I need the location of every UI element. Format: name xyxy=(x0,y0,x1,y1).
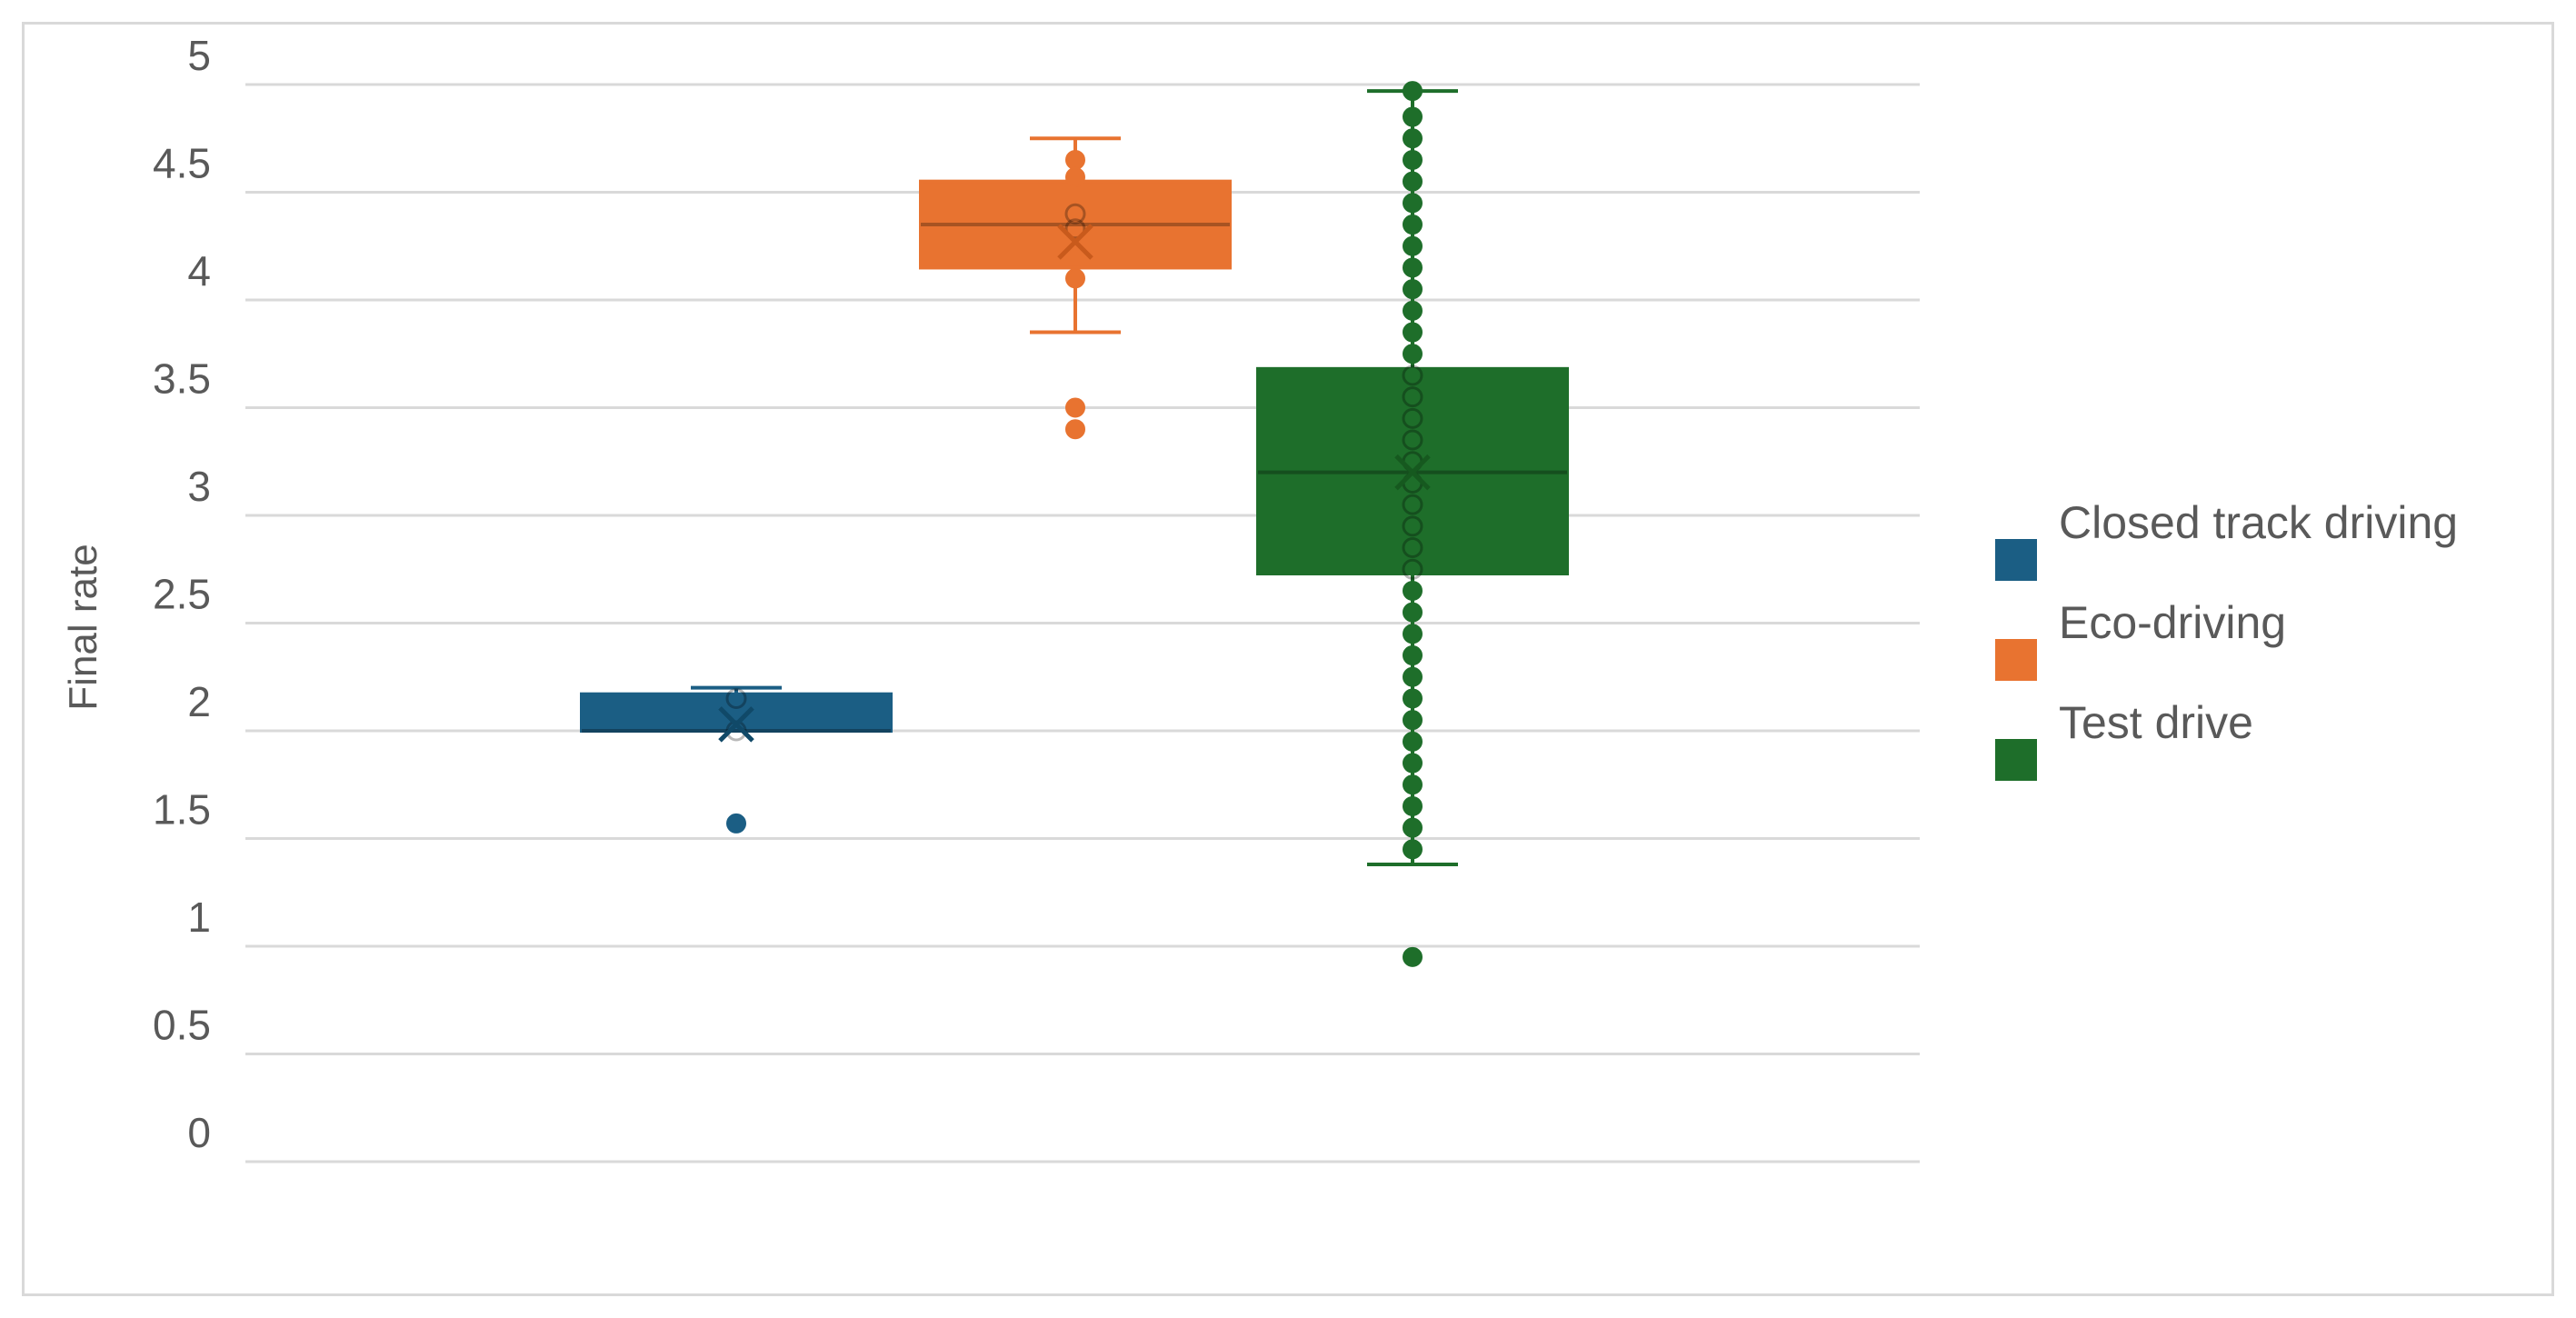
y-tick-label: 3.5 xyxy=(153,355,211,403)
y-tick-label: 4 xyxy=(187,247,211,295)
data-point xyxy=(1403,839,1423,860)
data-point xyxy=(1403,257,1423,278)
data-point xyxy=(1064,218,1086,240)
y-tick-label: 1 xyxy=(187,894,211,941)
y-axis-ticks: 0 0.5 1 1.5 2 2.5 3 3.5 4 4.5 5 xyxy=(153,32,211,1156)
data-point xyxy=(725,687,747,709)
data-point xyxy=(1403,731,1423,752)
legend-swatch xyxy=(1995,739,2037,781)
outlier-point xyxy=(1403,946,1423,967)
data-point xyxy=(1402,386,1423,408)
data-point xyxy=(1402,537,1423,559)
chart-frame xyxy=(22,22,2554,1296)
data-point xyxy=(1403,149,1423,170)
outlier-point xyxy=(726,813,746,834)
y-tick-label: 5 xyxy=(187,32,211,79)
legend-swatch xyxy=(1995,639,2037,681)
data-point xyxy=(1403,624,1423,644)
legend-item: Eco-driving xyxy=(1995,595,2541,695)
data-point xyxy=(1402,429,1423,451)
y-axis-title: Final rate xyxy=(61,544,105,710)
box-group xyxy=(580,685,893,834)
data-point xyxy=(1403,666,1423,687)
y-tick-label: 0 xyxy=(187,1109,211,1156)
data-point xyxy=(1403,300,1423,321)
data-point xyxy=(1403,795,1423,816)
y-tick-label: 0.5 xyxy=(153,1002,211,1049)
legend-item: Closed track driving xyxy=(1995,495,2541,595)
y-tick-label: 3 xyxy=(187,463,211,510)
legend-swatch xyxy=(1995,539,2037,581)
legend-label: Eco-driving xyxy=(2059,597,2287,648)
data-point xyxy=(1065,268,1085,289)
data-point xyxy=(1402,515,1423,537)
data-point xyxy=(1403,322,1423,343)
mean-marker xyxy=(1394,454,1431,491)
data-point xyxy=(1403,645,1423,666)
box-group xyxy=(1256,81,1569,967)
data-point xyxy=(1065,166,1085,187)
data-point xyxy=(1403,106,1423,127)
y-tick-label: 2.5 xyxy=(153,571,211,618)
data-point xyxy=(1403,279,1423,300)
data-point xyxy=(1403,710,1423,731)
data-point xyxy=(1403,215,1423,235)
data-point xyxy=(1403,688,1423,709)
y-tick-label: 2 xyxy=(187,678,211,725)
outlier-point xyxy=(1065,419,1085,440)
legend-item: Test drive xyxy=(1995,695,2541,795)
legend: Closed track driving Eco-driving Test driv… xyxy=(1995,495,2541,795)
data-point xyxy=(1402,558,1423,580)
data-point xyxy=(1403,235,1423,256)
data-point xyxy=(1403,81,1423,102)
box-group xyxy=(919,136,1232,440)
legend-label: Closed track driving xyxy=(2059,497,2459,548)
data-point xyxy=(1065,149,1085,170)
data-point xyxy=(1402,364,1423,386)
data-point xyxy=(1064,203,1086,225)
data-point xyxy=(1403,580,1423,601)
mean-marker xyxy=(1057,224,1093,260)
box-series xyxy=(580,81,1569,967)
data-point xyxy=(1403,171,1423,192)
data-point xyxy=(1403,128,1423,149)
outlier-point xyxy=(1065,397,1085,418)
y-tick-label: 1.5 xyxy=(153,786,211,834)
data-point xyxy=(1403,817,1423,838)
data-point xyxy=(1402,494,1423,515)
data-point xyxy=(1403,774,1423,795)
data-point xyxy=(1403,344,1423,364)
legend-label: Test drive xyxy=(2059,697,2253,748)
data-point xyxy=(1403,753,1423,774)
data-point xyxy=(1402,407,1423,429)
y-tick-label: 4.5 xyxy=(153,140,211,187)
data-point xyxy=(1403,602,1423,623)
data-point xyxy=(1403,193,1423,214)
mean-marker xyxy=(718,706,754,743)
